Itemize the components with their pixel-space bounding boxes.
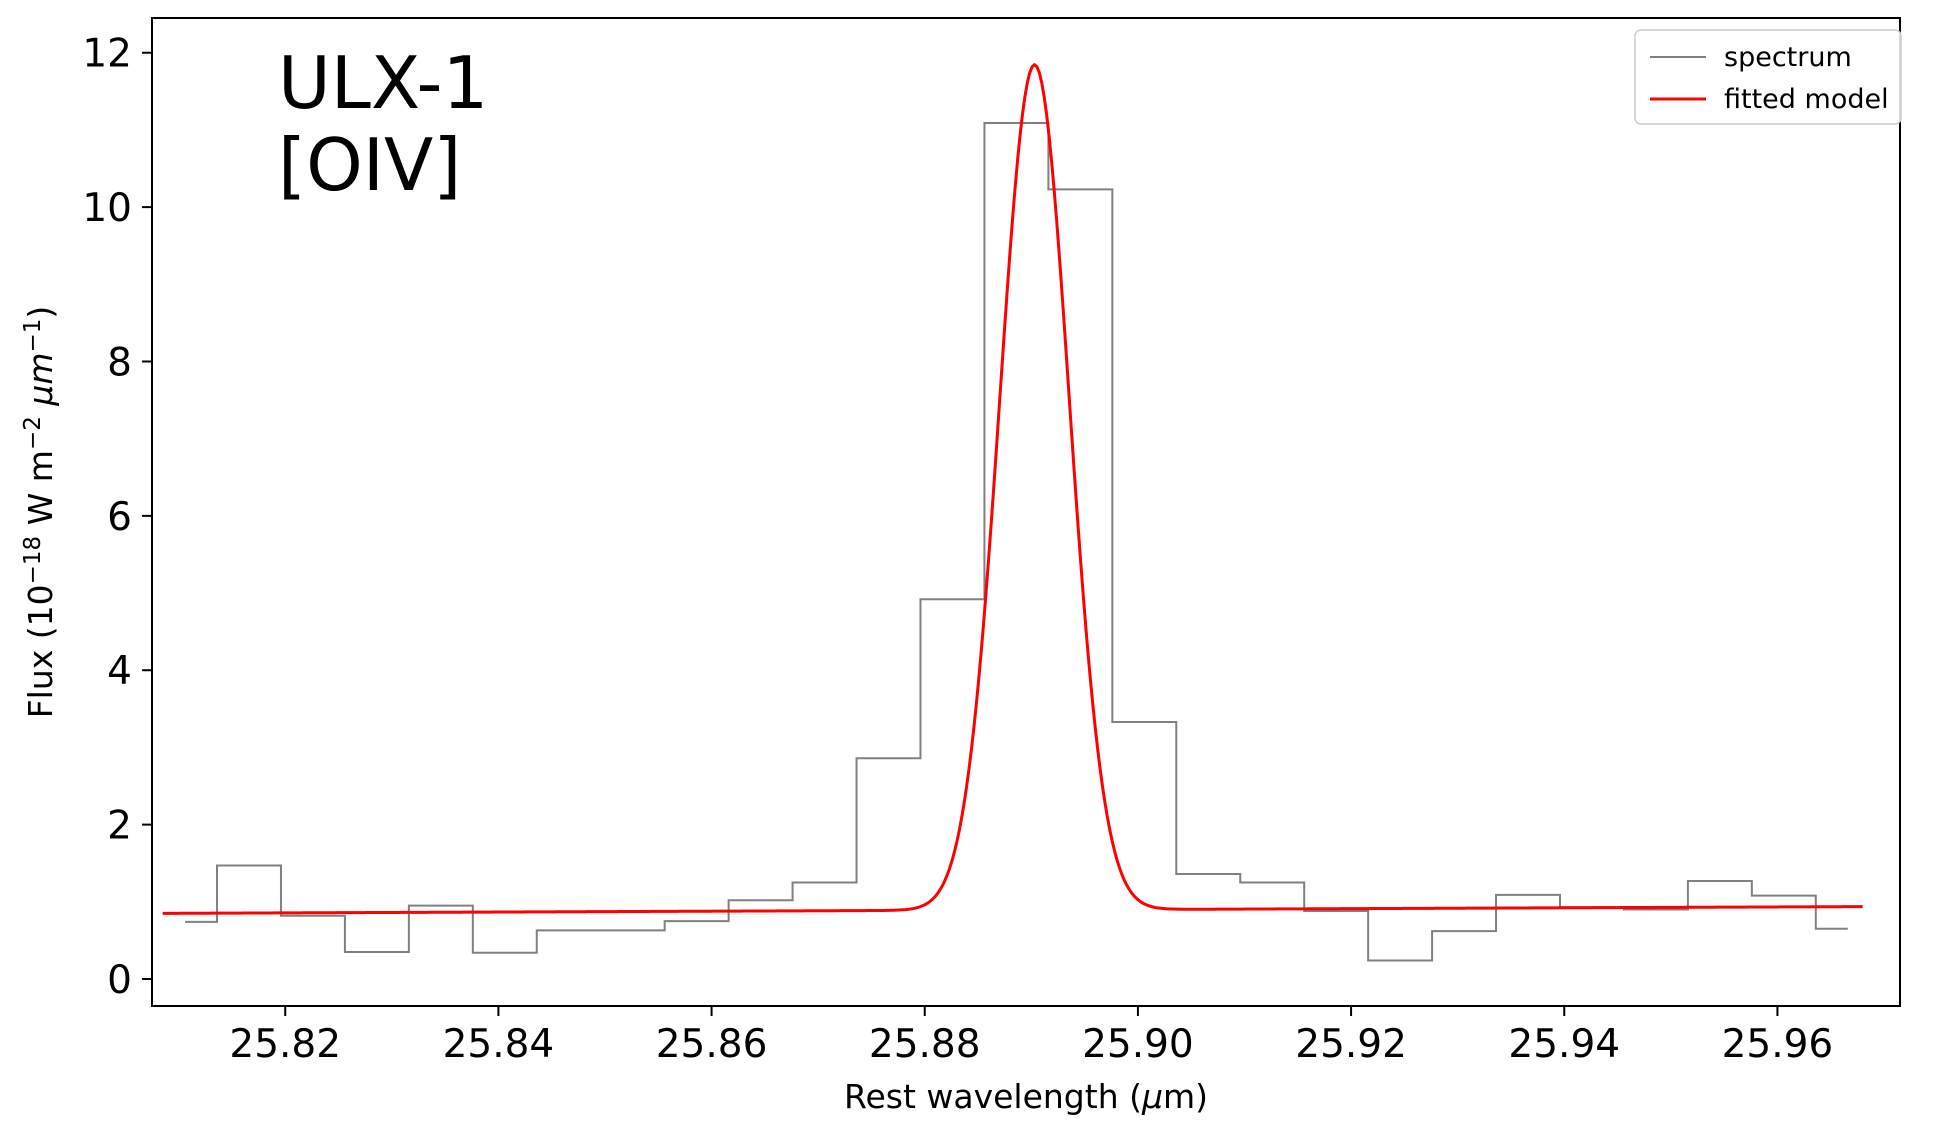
legend-label-fitted-model: fitted model <box>1724 84 1889 115</box>
y-tick-label: 2 <box>107 804 132 849</box>
y-tick-label: 4 <box>107 649 132 694</box>
x-tick-label: 25.92 <box>1295 1022 1407 1067</box>
y-tick-label: 10 <box>82 186 132 231</box>
y-axis-ticks: 0 2 4 6 8 10 12 <box>82 32 152 1003</box>
series-layer <box>162 62 1863 962</box>
x-tick-label: 25.86 <box>656 1022 768 1067</box>
x-tick-label: 25.82 <box>229 1022 341 1067</box>
x-tick-label: 25.94 <box>1508 1022 1620 1067</box>
x-tick-label: 25.96 <box>1722 1022 1834 1067</box>
y-tick-label: 8 <box>107 340 132 385</box>
x-tick-label: 25.90 <box>1082 1022 1194 1067</box>
plot-frame <box>151 17 1901 1007</box>
legend: spectrum fitted model <box>1634 29 1902 125</box>
annotation-line-1: ULX-1 <box>278 41 488 125</box>
y-tick-label: 12 <box>82 32 132 77</box>
x-tick-label: 25.88 <box>869 1022 981 1067</box>
y-tick-label: 6 <box>107 495 132 540</box>
series-fitted-model <box>162 62 1863 915</box>
x-tick-label: 25.84 <box>443 1022 555 1067</box>
legend-label-spectrum: spectrum <box>1724 42 1852 73</box>
x-axis-label: Rest wavelength (μm) <box>844 1077 1208 1116</box>
plot-area <box>152 18 1900 1006</box>
y-axis-label: Flux (10−18 W m−2 μm−1) <box>20 306 60 719</box>
y-tick-label: 0 <box>107 958 132 1003</box>
x-axis-ticks: 25.82 25.84 25.86 25.88 25.90 25.92 25.94 25.96 <box>229 1006 1833 1067</box>
annotation-line-2: [OIV] <box>278 123 461 207</box>
